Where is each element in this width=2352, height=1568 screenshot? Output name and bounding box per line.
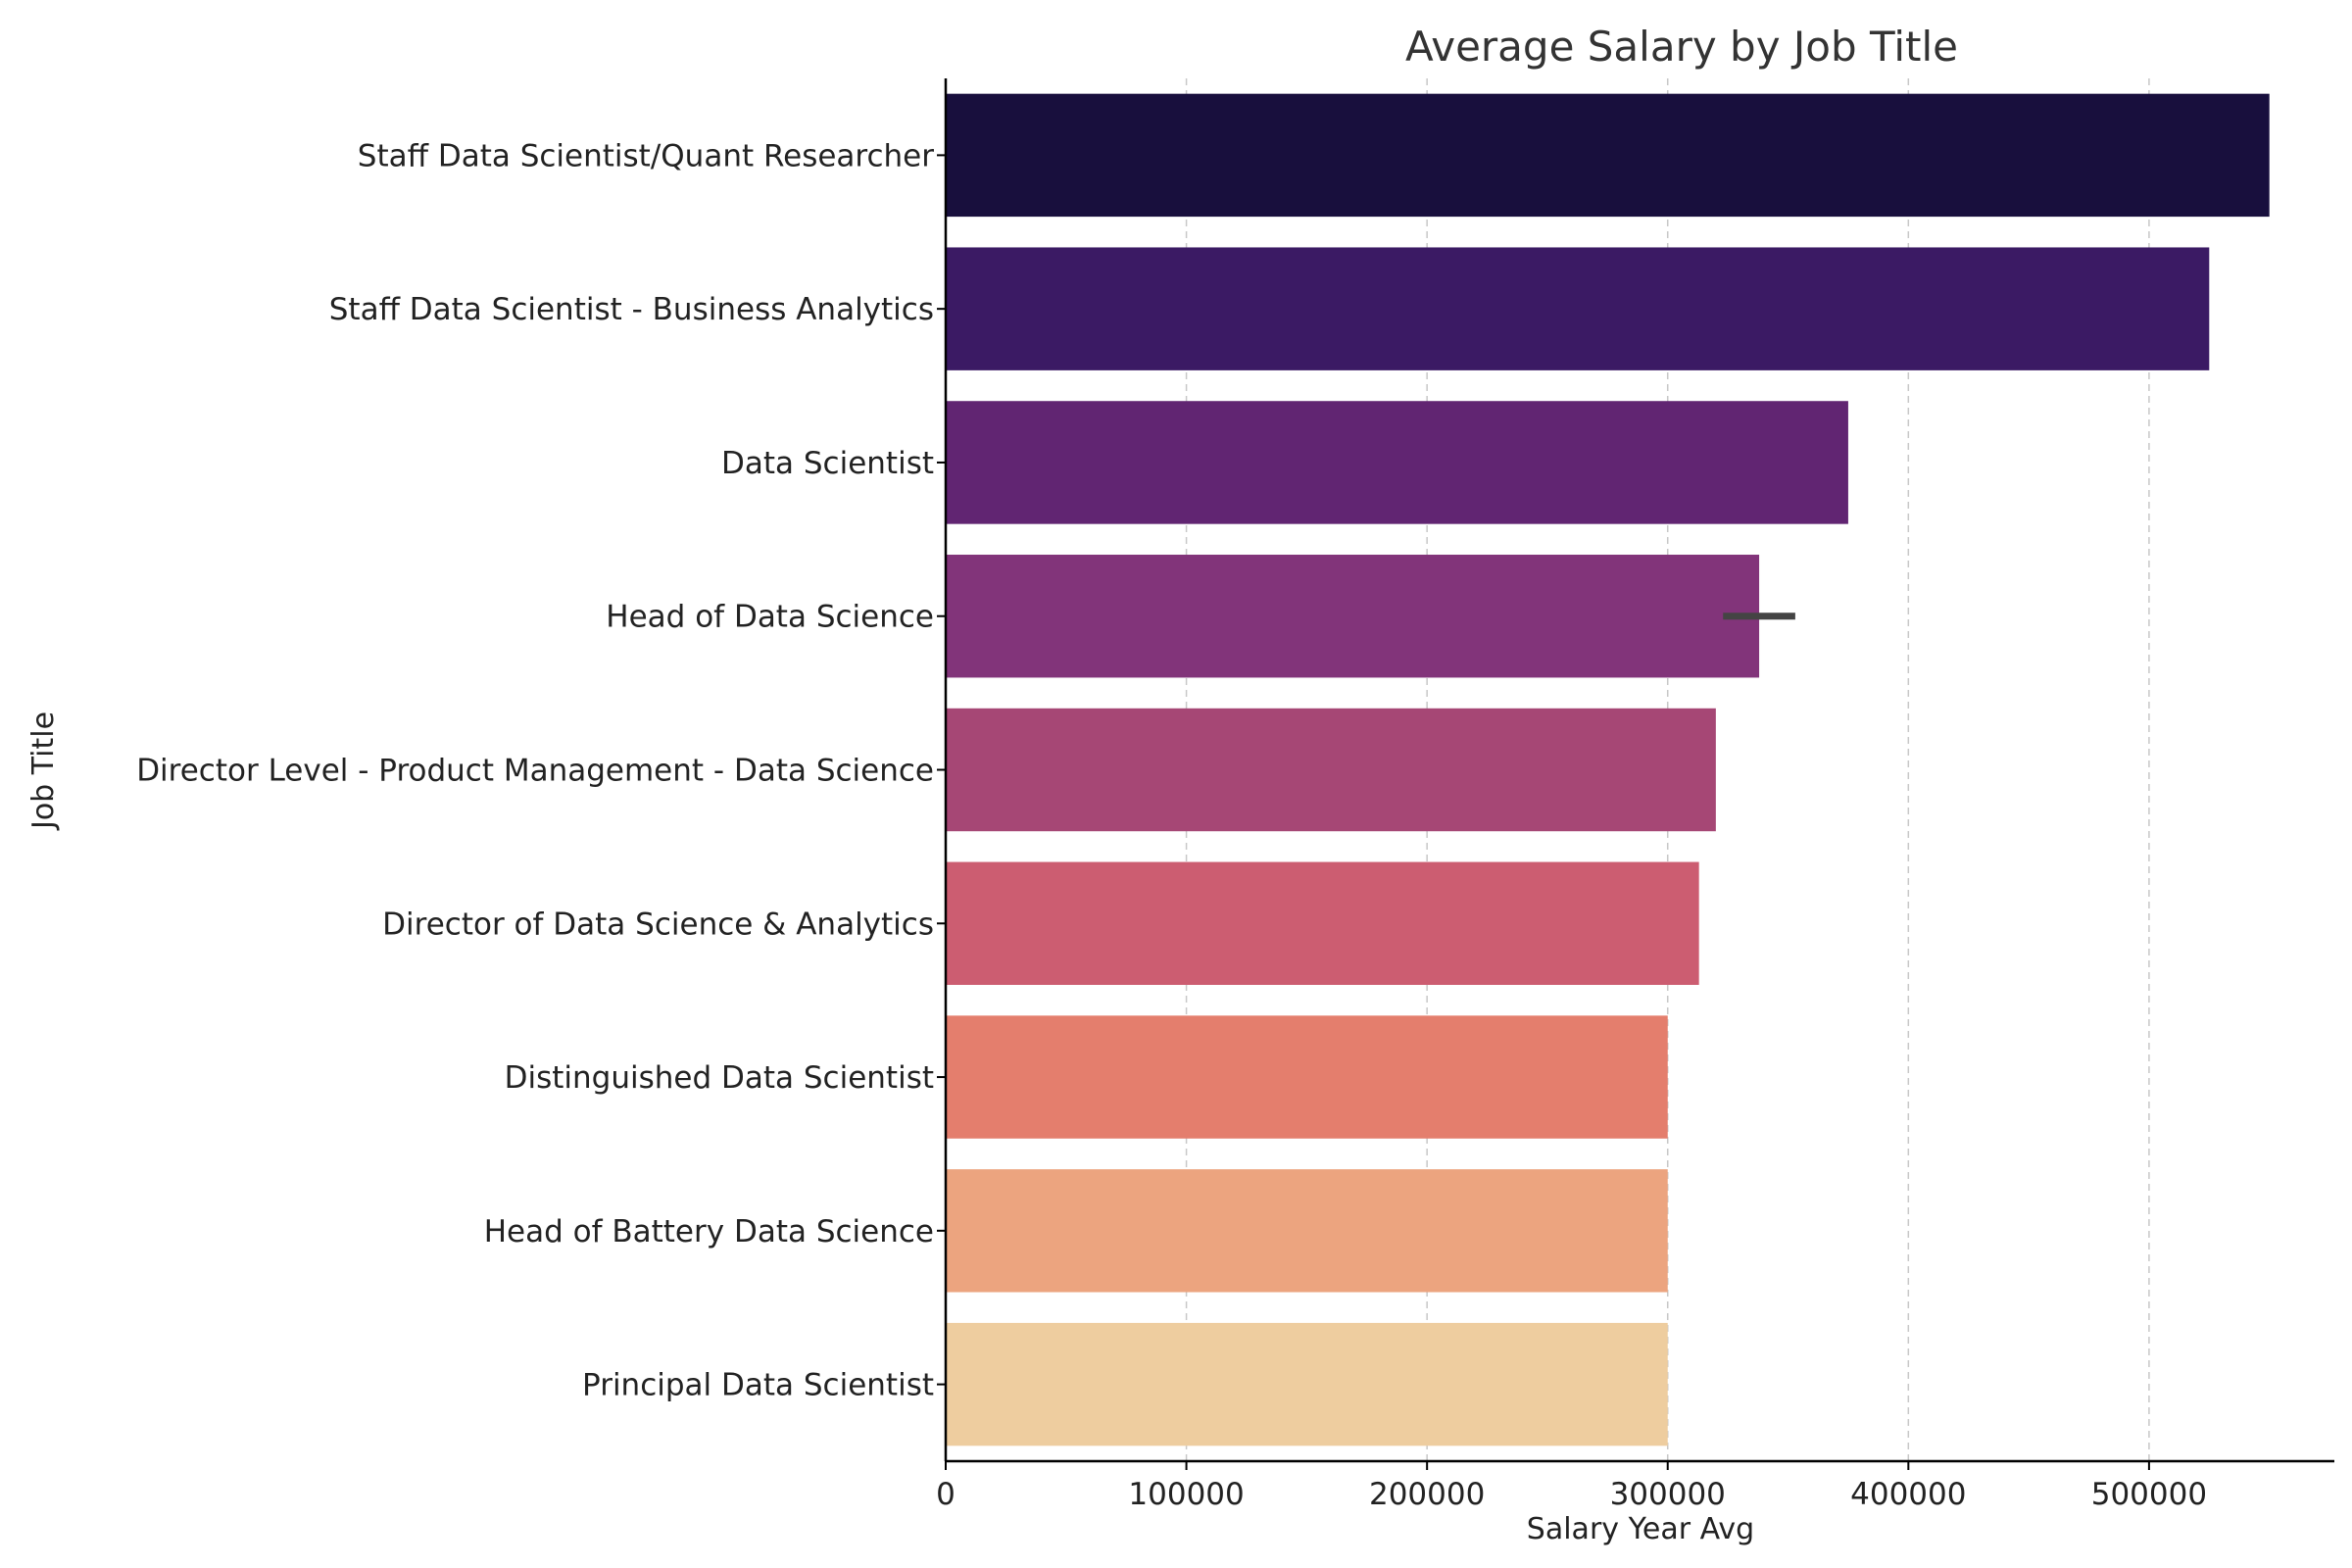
y-tick-label-1: Staff Data Scientist - Business Analytic… [329, 292, 934, 327]
x-tick-label-1: 100000 [1128, 1477, 1244, 1512]
y-axis-label: Job Title [26, 711, 61, 831]
y-tick-label-2: Data Scientist [721, 446, 934, 481]
y-tick-label-4: Director Level - Product Management - Da… [136, 754, 934, 789]
y-tick-label-6: Distinguished Data Scientist [505, 1060, 934, 1096]
x-tick-label-5: 500000 [2091, 1477, 2207, 1512]
y-tick-label-3: Head of Data Science [606, 600, 934, 635]
chart-title: Average Salary by Job Title [1405, 23, 1958, 71]
x-tick-label-2: 200000 [1369, 1477, 1485, 1512]
bar-8 [946, 1322, 1668, 1446]
x-axis-label: Salary Year Avg [1527, 1512, 1754, 1546]
y-tick-label-7: Head of Battery Data Science [484, 1214, 934, 1250]
bars [946, 93, 2270, 1446]
bar-1 [946, 247, 2210, 370]
bar-6 [946, 1015, 1668, 1139]
x-tick-label-4: 400000 [1850, 1477, 1966, 1512]
bar-5 [946, 861, 1699, 985]
x-tick-labels: 0 100000 200000 300000 400000 500000 [936, 1461, 2207, 1512]
bar-0 [946, 93, 2270, 218]
bar-2 [946, 401, 1848, 524]
bar-7 [946, 1169, 1668, 1293]
y-tick-label-5: Director of Data Science & Analytics [382, 906, 934, 942]
y-tick-labels: Staff Data Scientist/Quant Researcher Sta… [136, 138, 946, 1403]
x-tick-label-3: 300000 [1610, 1477, 1726, 1512]
bar-4 [946, 708, 1716, 832]
y-tick-label-8: Principal Data Scientist [582, 1368, 934, 1403]
y-tick-label-0: Staff Data Scientist/Quant Researcher [358, 138, 934, 173]
bar-3 [946, 555, 1760, 678]
x-tick-label-0: 0 [936, 1477, 956, 1512]
